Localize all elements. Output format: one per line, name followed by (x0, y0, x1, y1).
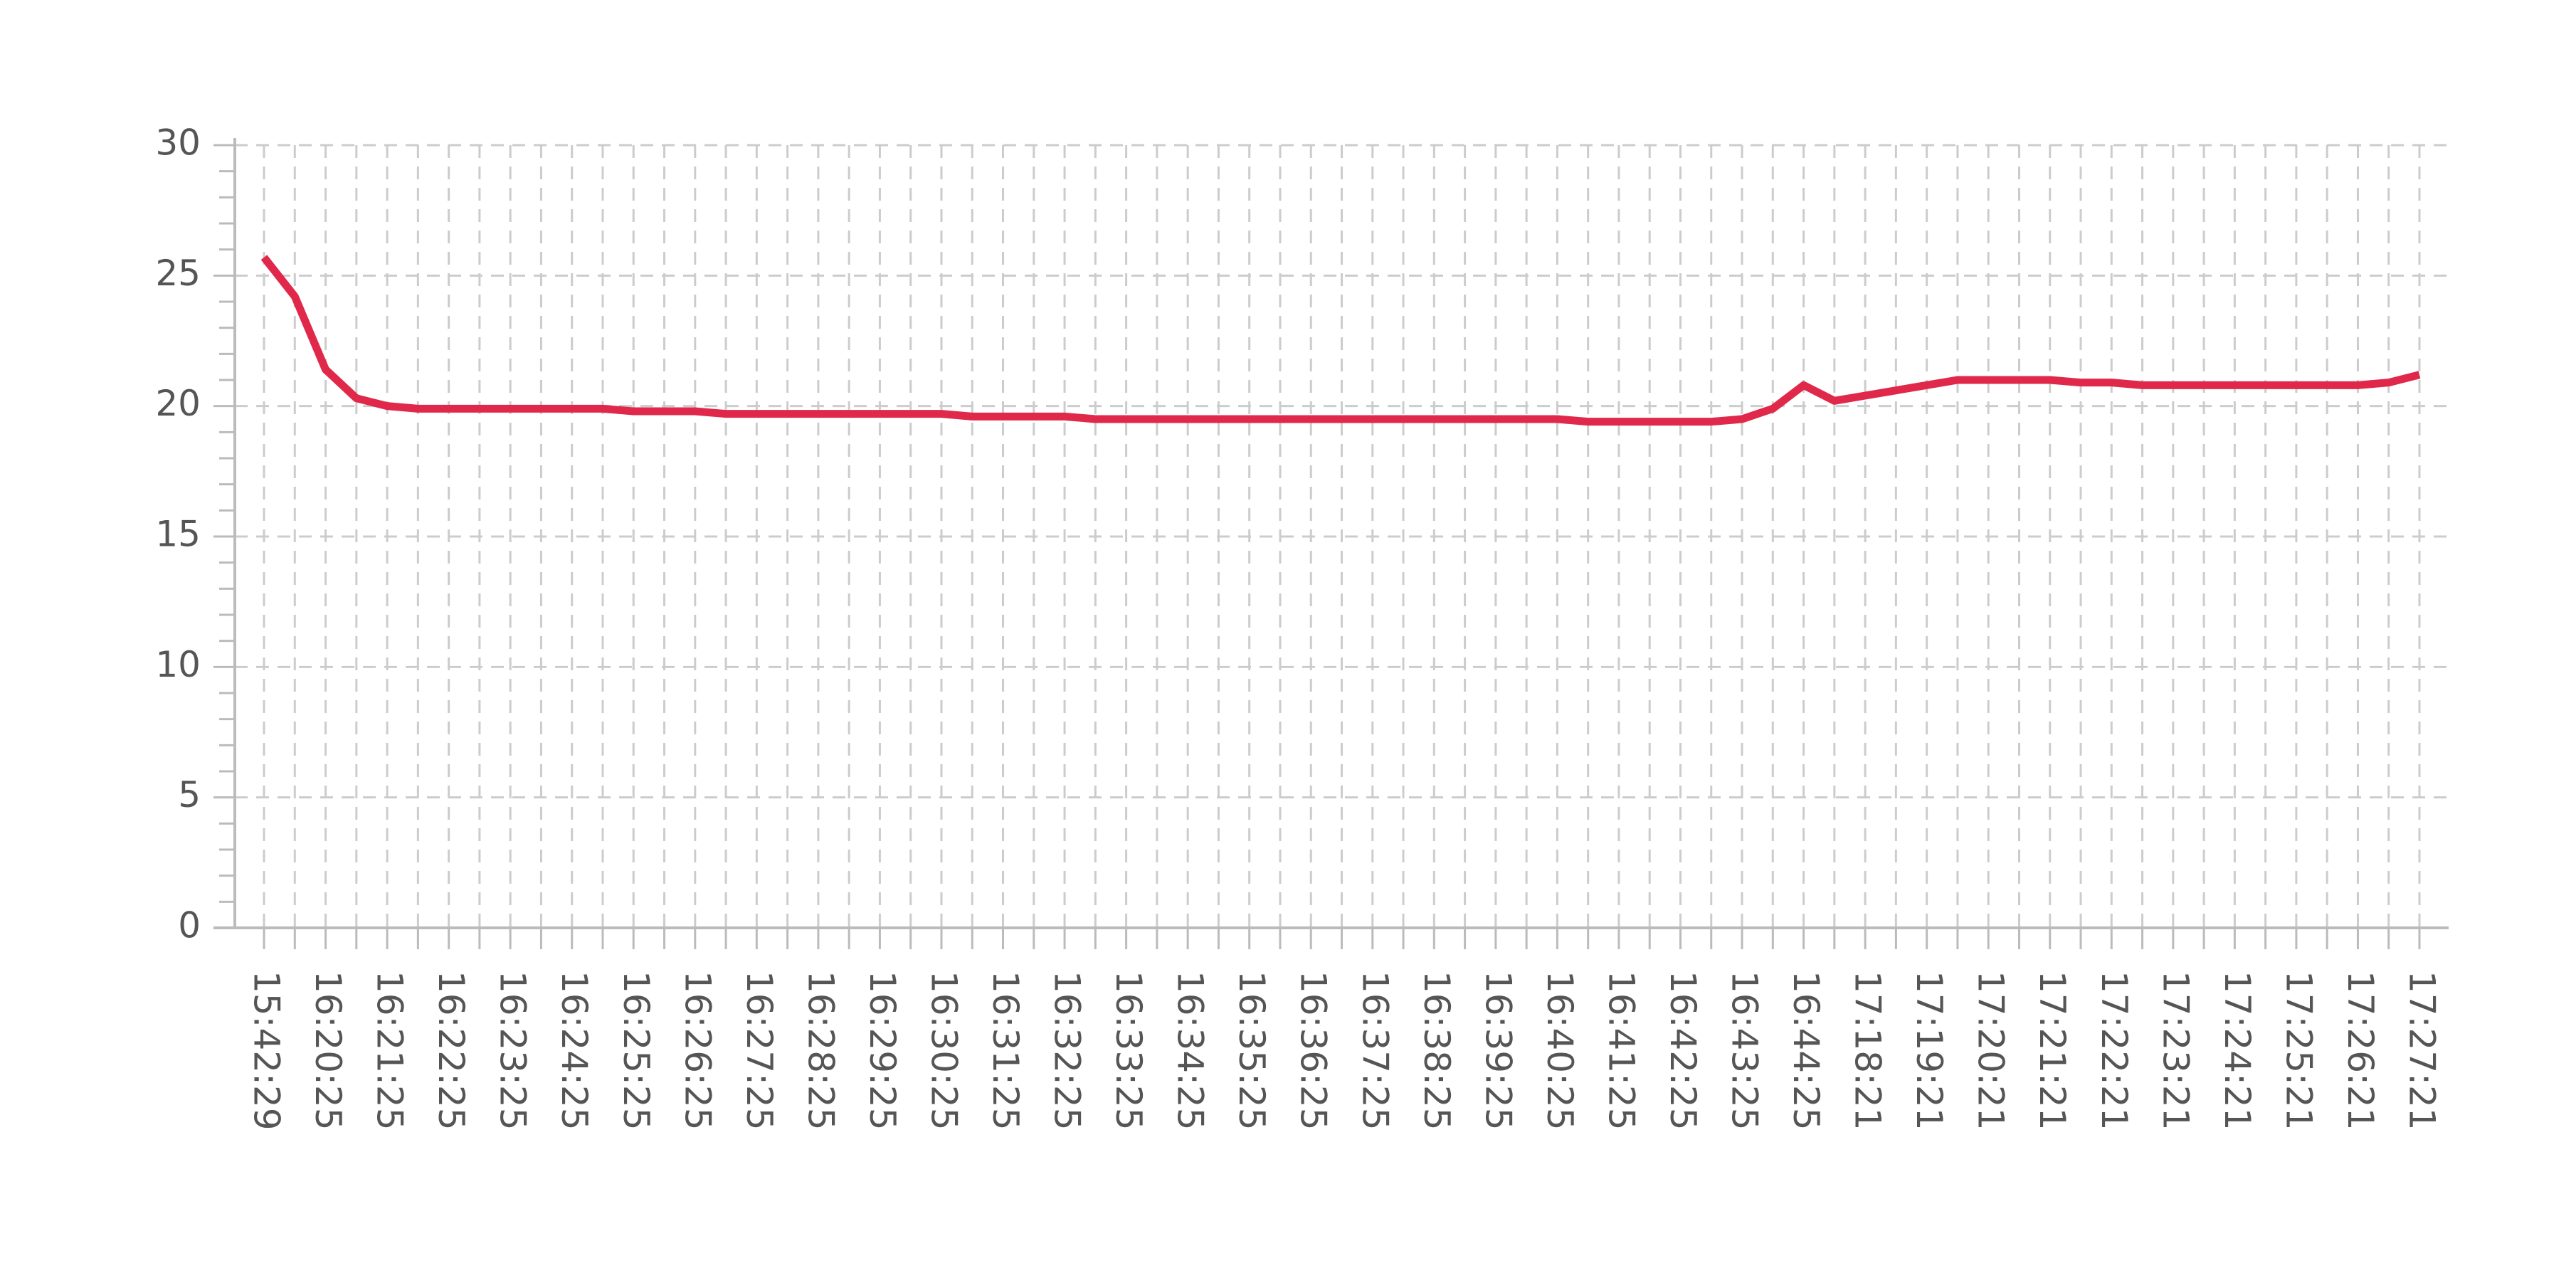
y-tick-label: 20 (155, 383, 201, 424)
x-tick-label: 16:26:25 (677, 971, 718, 1131)
x-tick-label: 16:44:25 (1785, 971, 1827, 1131)
x-tick-label: 17:25:21 (2278, 971, 2319, 1131)
x-tick-label: 17:21:21 (2032, 971, 2073, 1131)
x-tick-label: 16:21:25 (369, 971, 411, 1131)
x-tick-label: 17:22:21 (2094, 971, 2135, 1131)
x-tick-label: 16:24:25 (554, 971, 595, 1131)
x-tick-label: 17:18:21 (1847, 971, 1889, 1131)
x-tick-label: 17:23:21 (2155, 971, 2196, 1131)
y-tick-label: 10 (155, 644, 201, 685)
x-tick-label: 16:43:25 (1724, 971, 1765, 1131)
x-tick-label: 16:31:25 (985, 971, 1026, 1131)
x-tick-label: 16:23:25 (492, 971, 534, 1131)
x-tick-label: 16:35:25 (1231, 971, 1272, 1131)
x-tick-label: 16:40:25 (1539, 971, 1580, 1131)
x-tick-label: 16:41:25 (1600, 971, 1642, 1131)
x-tick-label: 16:29:25 (862, 971, 903, 1131)
x-tick-label: 16:38:25 (1416, 971, 1457, 1131)
y-tick-label: 15 (155, 514, 201, 555)
x-tick-label: 16:28:25 (800, 971, 841, 1131)
x-tick-label: 16:25:25 (616, 971, 657, 1131)
x-tick-label: 16:39:25 (1477, 971, 1519, 1131)
x-tick-label: 16:27:25 (739, 971, 780, 1131)
y-tick-label: 0 (178, 905, 201, 946)
y-tick-label: 5 (178, 774, 201, 815)
x-tick-label: 16:20:25 (307, 971, 349, 1131)
x-tick-label: 16:36:25 (1293, 971, 1334, 1131)
data-line (260, 255, 2421, 426)
x-tick-label: 16:42:25 (1662, 971, 1704, 1131)
x-tick-label: 16:34:25 (1170, 971, 1211, 1131)
x-tick-label: 16:22:25 (431, 971, 472, 1131)
x-tick-label: 17:24:21 (2217, 971, 2258, 1131)
y-tick-label: 25 (155, 253, 201, 294)
x-tick-label: 16:37:25 (1354, 971, 1395, 1131)
x-tick-label: 16:32:25 (1047, 971, 1088, 1131)
x-tick-label: 16:30:25 (923, 971, 964, 1131)
x-tick-label: 17:27:21 (2402, 971, 2443, 1131)
x-tick-label: 17:26:21 (2340, 971, 2381, 1131)
y-tick-label: 30 (155, 122, 201, 164)
x-tick-label: 16:33:25 (1108, 971, 1149, 1131)
x-tick-label: 17:20:21 (1970, 971, 2012, 1131)
x-tick-label: 17:19:21 (1909, 971, 1950, 1131)
x-tick-label: 15:42:29 (246, 971, 287, 1131)
